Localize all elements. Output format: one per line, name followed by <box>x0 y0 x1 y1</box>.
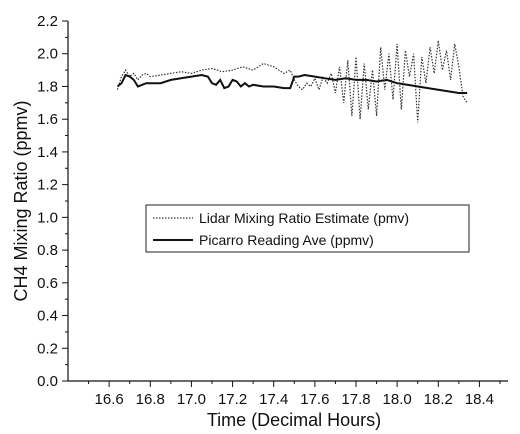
x-axis-title: Time (Decimal Hours) <box>207 410 381 430</box>
y-axis-title: CH4 Mixing Ratio (ppmv) <box>11 100 31 301</box>
x-tick-label: 17.0 <box>177 391 206 408</box>
x-tick-label: 16.6 <box>95 391 124 408</box>
legend-label-lidar: Lidar Mixing Ratio Estimate (pmv) <box>199 210 409 226</box>
x-tick-label: 17.6 <box>300 391 329 408</box>
y-tick-label: 1.0 <box>37 209 58 226</box>
y-tick-label: 0.0 <box>37 373 58 390</box>
y-tick-label: 1.8 <box>37 78 58 95</box>
x-tick-label: 18.2 <box>424 391 453 408</box>
y-tick-label: 0.4 <box>37 308 58 325</box>
lidar-series-line <box>116 40 468 123</box>
y-tick-label: 1.6 <box>37 111 58 128</box>
x-tick-label: 17.2 <box>218 391 247 408</box>
legend: Lidar Mixing Ratio Estimate (pmv) Picarr… <box>145 204 470 253</box>
x-tick-label: 17.8 <box>341 391 370 408</box>
y-tick-label: 0.2 <box>37 340 58 357</box>
y-tick-label: 0.8 <box>37 242 58 259</box>
axes: 0.0 0.2 0.4 0.6 0.8 1.0 1.2 1.4 1.6 1.8 2.0 2.2 16.6… <box>37 13 508 408</box>
legend-label-picarro: Picarro Reading Ave (ppmv) <box>199 232 374 248</box>
picarro-series-line <box>116 73 468 94</box>
y-tick-label: 1.2 <box>37 177 58 194</box>
y-tick-label: 1.4 <box>37 144 58 161</box>
x-tick-label: 18.0 <box>383 391 412 408</box>
x-tick-label: 16.8 <box>136 391 165 408</box>
y-tick-label: 2.2 <box>37 13 58 30</box>
x-tick-label: 17.4 <box>259 391 288 408</box>
x-tick-label: 18.4 <box>465 391 494 408</box>
legend-box <box>145 204 470 253</box>
y-tick-label: 2.0 <box>37 46 58 63</box>
y-tick-label: 0.6 <box>37 275 58 292</box>
plot-area <box>116 40 468 123</box>
